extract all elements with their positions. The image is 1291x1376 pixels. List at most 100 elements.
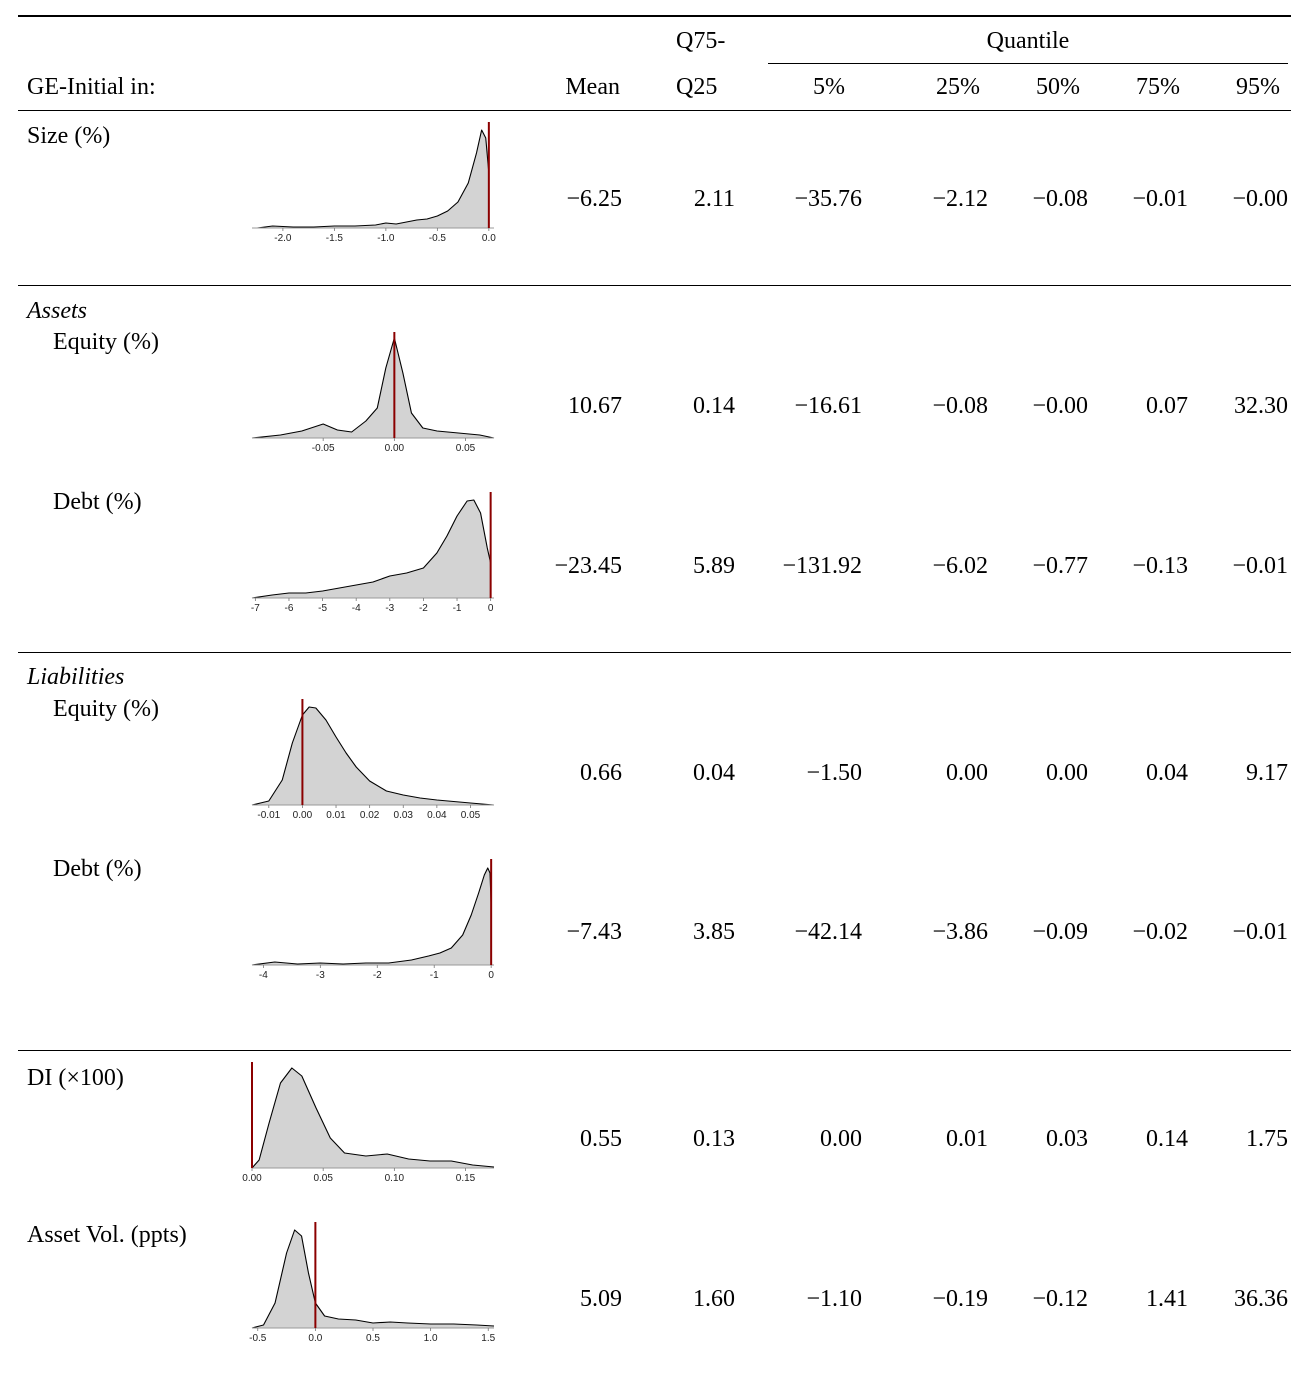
density-svg: -0.5 0.0 0.5 1.0 1.5 <box>249 1222 496 1344</box>
section-rule-di <box>18 1050 1291 1051</box>
row-label-size: Size (%) <box>27 123 111 149</box>
row-q25: 0.01 <box>946 1126 988 1152</box>
density-area <box>252 707 494 805</box>
row-q5: −1.10 <box>806 1286 862 1312</box>
x-tick-label: 0.15 <box>456 1173 476 1184</box>
x-tick-label: -7 <box>251 603 260 614</box>
row-q25: −0.08 <box>932 393 988 419</box>
row-q75: −0.01 <box>1132 186 1188 212</box>
row-q95: 1.75 <box>1246 1126 1288 1152</box>
row-label-liabilities-debt: Debt (%) <box>53 856 142 882</box>
header-q5: 5% <box>813 74 845 100</box>
row-q75: 0.04 <box>1146 760 1188 786</box>
row-q75: −0.13 <box>1132 553 1188 579</box>
x-tick-label: 0.05 <box>313 1173 333 1184</box>
x-tick-label: 0.00 <box>293 810 313 821</box>
x-tick-label: -4 <box>259 970 268 981</box>
row-q5: −1.50 <box>806 760 862 786</box>
x-tick-label: 0.00 <box>385 443 405 454</box>
row-q50: 0.00 <box>1046 760 1088 786</box>
density-area <box>252 1230 494 1328</box>
header-quantile-group: Quantile <box>986 28 1070 54</box>
quantile-group-rule <box>768 63 1288 64</box>
row-label-di: DI (×100) <box>27 1065 124 1091</box>
x-tick-label: -5 <box>318 603 327 614</box>
x-tick-label: -6 <box>285 603 294 614</box>
header-rule <box>18 110 1291 111</box>
density-plot-assets-debt: -7 -6 -5 -4 -3 -2 -1 0 <box>240 490 510 620</box>
row-q25: −6.02 <box>932 553 988 579</box>
row-q50: −0.12 <box>1032 1286 1088 1312</box>
section-title-assets: Assets <box>27 298 87 324</box>
x-tick-label: -0.01 <box>257 810 280 821</box>
density-area <box>252 1068 494 1168</box>
header-iqr-bottom: Q25 <box>676 74 718 100</box>
row-q25: −2.12 <box>932 186 988 212</box>
row-q25: −0.19 <box>932 1286 988 1312</box>
row-q75: −0.02 <box>1132 919 1188 945</box>
row-q5: −131.92 <box>782 553 862 579</box>
x-tick-label: -2 <box>419 603 428 614</box>
header-q75: 75% <box>1136 74 1180 100</box>
row-q5: −42.14 <box>794 919 862 945</box>
row-iqr: 0.04 <box>693 760 735 786</box>
header-row-label: GE-Initial in: <box>27 74 156 100</box>
x-tick-label: 0.02 <box>360 810 380 821</box>
section-rule-liabilities <box>18 652 1291 653</box>
density-curve <box>251 1067 495 1169</box>
x-tick-label: 0.0 <box>308 1333 322 1344</box>
x-tick-label: -1.5 <box>326 233 344 244</box>
density-plot-liabilities-equity: -0.01 0.00 0.01 0.02 0.03 0.04 0.05 <box>240 697 510 827</box>
section-rule-assets <box>18 285 1291 286</box>
density-curve <box>251 337 495 439</box>
density-svg: -4 -3 -2 -1 0 <box>251 859 494 981</box>
x-tick-label: 0.0 <box>482 233 496 244</box>
density-area <box>257 130 489 228</box>
x-tick-label: -3 <box>316 970 325 981</box>
row-iqr: 5.89 <box>693 553 735 579</box>
x-tick-label: -1 <box>453 603 462 614</box>
x-tick-label: -1 <box>430 970 439 981</box>
density-plot-di: 0.00 0.05 0.10 0.15 <box>240 1060 510 1190</box>
header-iqr-top: Q75- <box>676 28 726 54</box>
x-tick-label: 0.10 <box>385 1173 405 1184</box>
row-q95: −0.01 <box>1232 919 1288 945</box>
row-mean: −23.45 <box>554 553 622 579</box>
row-label-assets-debt: Debt (%) <box>53 489 142 515</box>
x-tick-label: -0.5 <box>249 1333 267 1344</box>
density-area <box>252 500 491 598</box>
row-q5: −35.76 <box>794 186 862 212</box>
density-curve <box>257 129 490 229</box>
row-iqr: 0.14 <box>693 393 735 419</box>
row-iqr: 1.60 <box>693 1286 735 1312</box>
row-q50: 0.03 <box>1046 1126 1088 1152</box>
density-plot-assets-equity: -0.05 0.00 0.05 <box>240 330 510 460</box>
header-q50: 50% <box>1036 74 1080 100</box>
row-q5: 0.00 <box>820 1126 862 1152</box>
density-curve <box>251 1229 495 1329</box>
x-tick-label: 0.05 <box>461 810 481 821</box>
x-tick-label: -1.0 <box>377 233 395 244</box>
top-rule <box>18 15 1291 17</box>
row-iqr: 2.11 <box>693 186 735 212</box>
x-tick-label: 0 <box>488 603 494 614</box>
x-tick-label: -0.5 <box>429 233 447 244</box>
row-q50: −0.00 <box>1032 393 1088 419</box>
row-mean: −7.43 <box>566 919 622 945</box>
density-curve <box>251 867 492 966</box>
row-q95: 9.17 <box>1246 760 1288 786</box>
row-mean: 0.66 <box>580 760 622 786</box>
row-q50: −0.08 <box>1032 186 1088 212</box>
header-q25: 25% <box>936 74 980 100</box>
row-q50: −0.77 <box>1032 553 1088 579</box>
x-tick-label: -2.0 <box>274 233 292 244</box>
density-plot-asset-vol: -0.5 0.0 0.5 1.0 1.5 <box>240 1220 510 1350</box>
row-q25: −3.86 <box>932 919 988 945</box>
x-tick-label: -4 <box>352 603 361 614</box>
density-svg: -0.01 0.00 0.01 0.02 0.03 0.04 0.05 <box>251 699 495 821</box>
row-q95: −0.01 <box>1232 553 1288 579</box>
density-area <box>252 338 494 438</box>
density-svg: 0.00 0.05 0.10 0.15 <box>242 1062 495 1184</box>
header-mean: Mean <box>565 74 620 100</box>
x-tick-label: 0 <box>488 970 494 981</box>
